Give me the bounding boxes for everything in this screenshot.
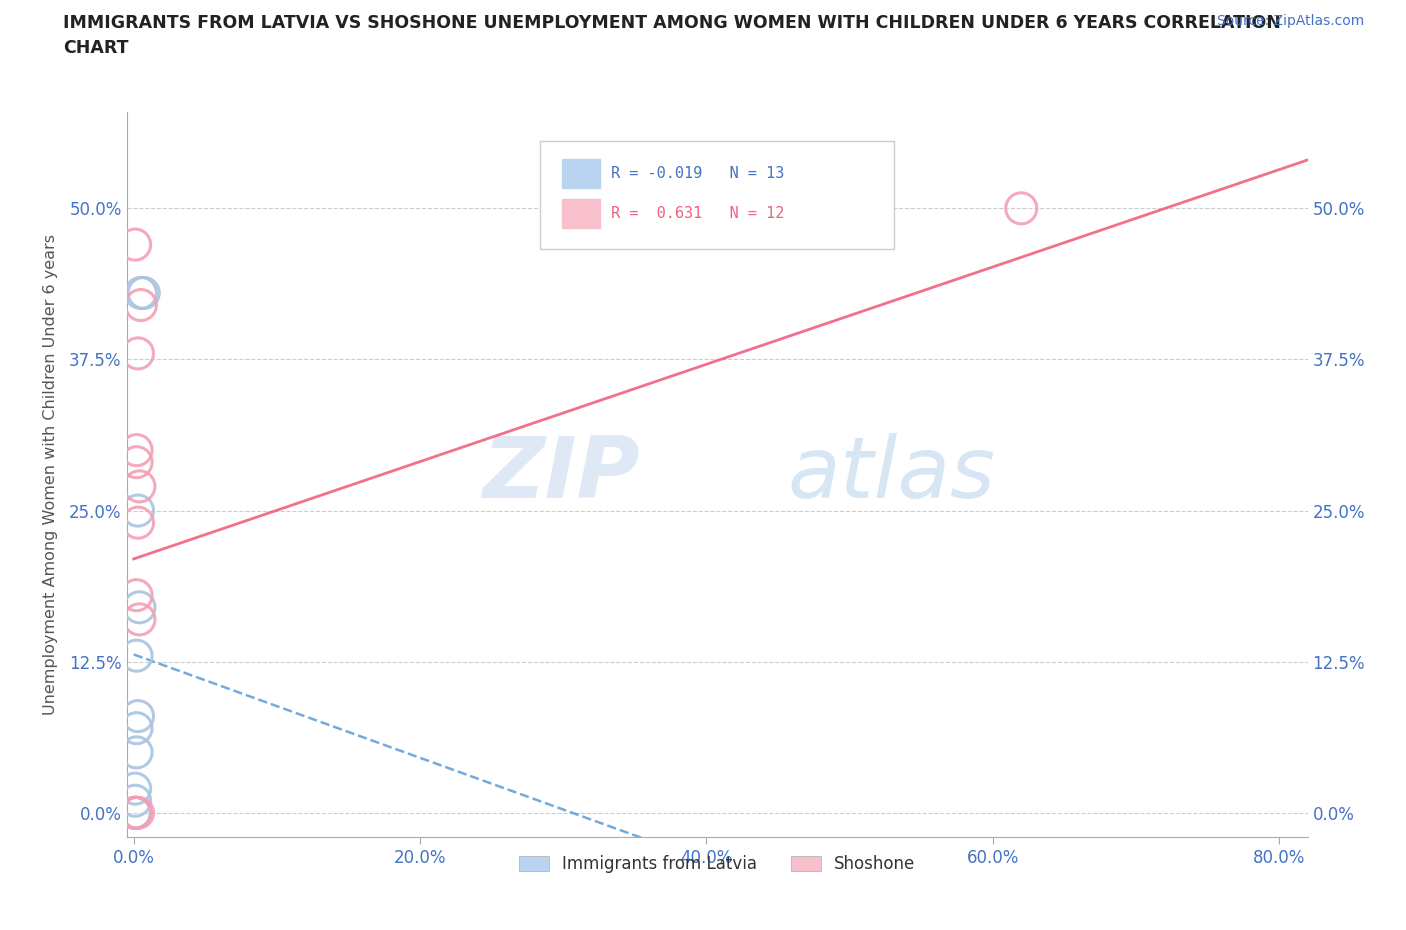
Text: Source: ZipAtlas.com: Source: ZipAtlas.com bbox=[1216, 14, 1364, 28]
Point bbox=[127, 515, 149, 530]
Point bbox=[124, 805, 146, 820]
Point bbox=[132, 286, 155, 300]
Point bbox=[125, 455, 148, 470]
Point bbox=[125, 648, 148, 663]
Point bbox=[1010, 201, 1032, 216]
Point bbox=[125, 443, 148, 458]
Point bbox=[128, 612, 150, 627]
Point bbox=[127, 346, 149, 361]
Legend: Immigrants from Latvia, Shoshone: Immigrants from Latvia, Shoshone bbox=[512, 848, 922, 880]
Text: ZIP: ZIP bbox=[482, 432, 640, 516]
FancyBboxPatch shape bbox=[562, 159, 600, 189]
FancyBboxPatch shape bbox=[540, 140, 894, 249]
Point bbox=[124, 237, 146, 252]
Text: IMMIGRANTS FROM LATVIA VS SHOSHONE UNEMPLOYMENT AMONG WOMEN WITH CHILDREN UNDER : IMMIGRANTS FROM LATVIA VS SHOSHONE UNEMP… bbox=[63, 14, 1281, 32]
Y-axis label: Unemployment Among Women with Children Under 6 years: Unemployment Among Women with Children U… bbox=[44, 233, 58, 715]
Text: R =  0.631   N = 12: R = 0.631 N = 12 bbox=[610, 206, 785, 221]
Point bbox=[129, 286, 152, 300]
Text: CHART: CHART bbox=[63, 39, 129, 57]
Point bbox=[125, 588, 148, 603]
Point bbox=[124, 805, 146, 820]
FancyBboxPatch shape bbox=[562, 199, 600, 229]
Text: atlas: atlas bbox=[787, 432, 995, 516]
Point bbox=[125, 721, 148, 736]
Point bbox=[124, 781, 146, 796]
Point bbox=[124, 805, 146, 820]
Point bbox=[128, 600, 150, 615]
Text: R = -0.019   N = 13: R = -0.019 N = 13 bbox=[610, 166, 785, 181]
Point bbox=[127, 805, 149, 820]
Point bbox=[124, 793, 146, 808]
Point bbox=[124, 805, 146, 820]
Point bbox=[128, 479, 150, 494]
Point bbox=[127, 709, 149, 724]
Point bbox=[129, 298, 152, 312]
Point bbox=[127, 503, 149, 518]
Point bbox=[125, 745, 148, 760]
